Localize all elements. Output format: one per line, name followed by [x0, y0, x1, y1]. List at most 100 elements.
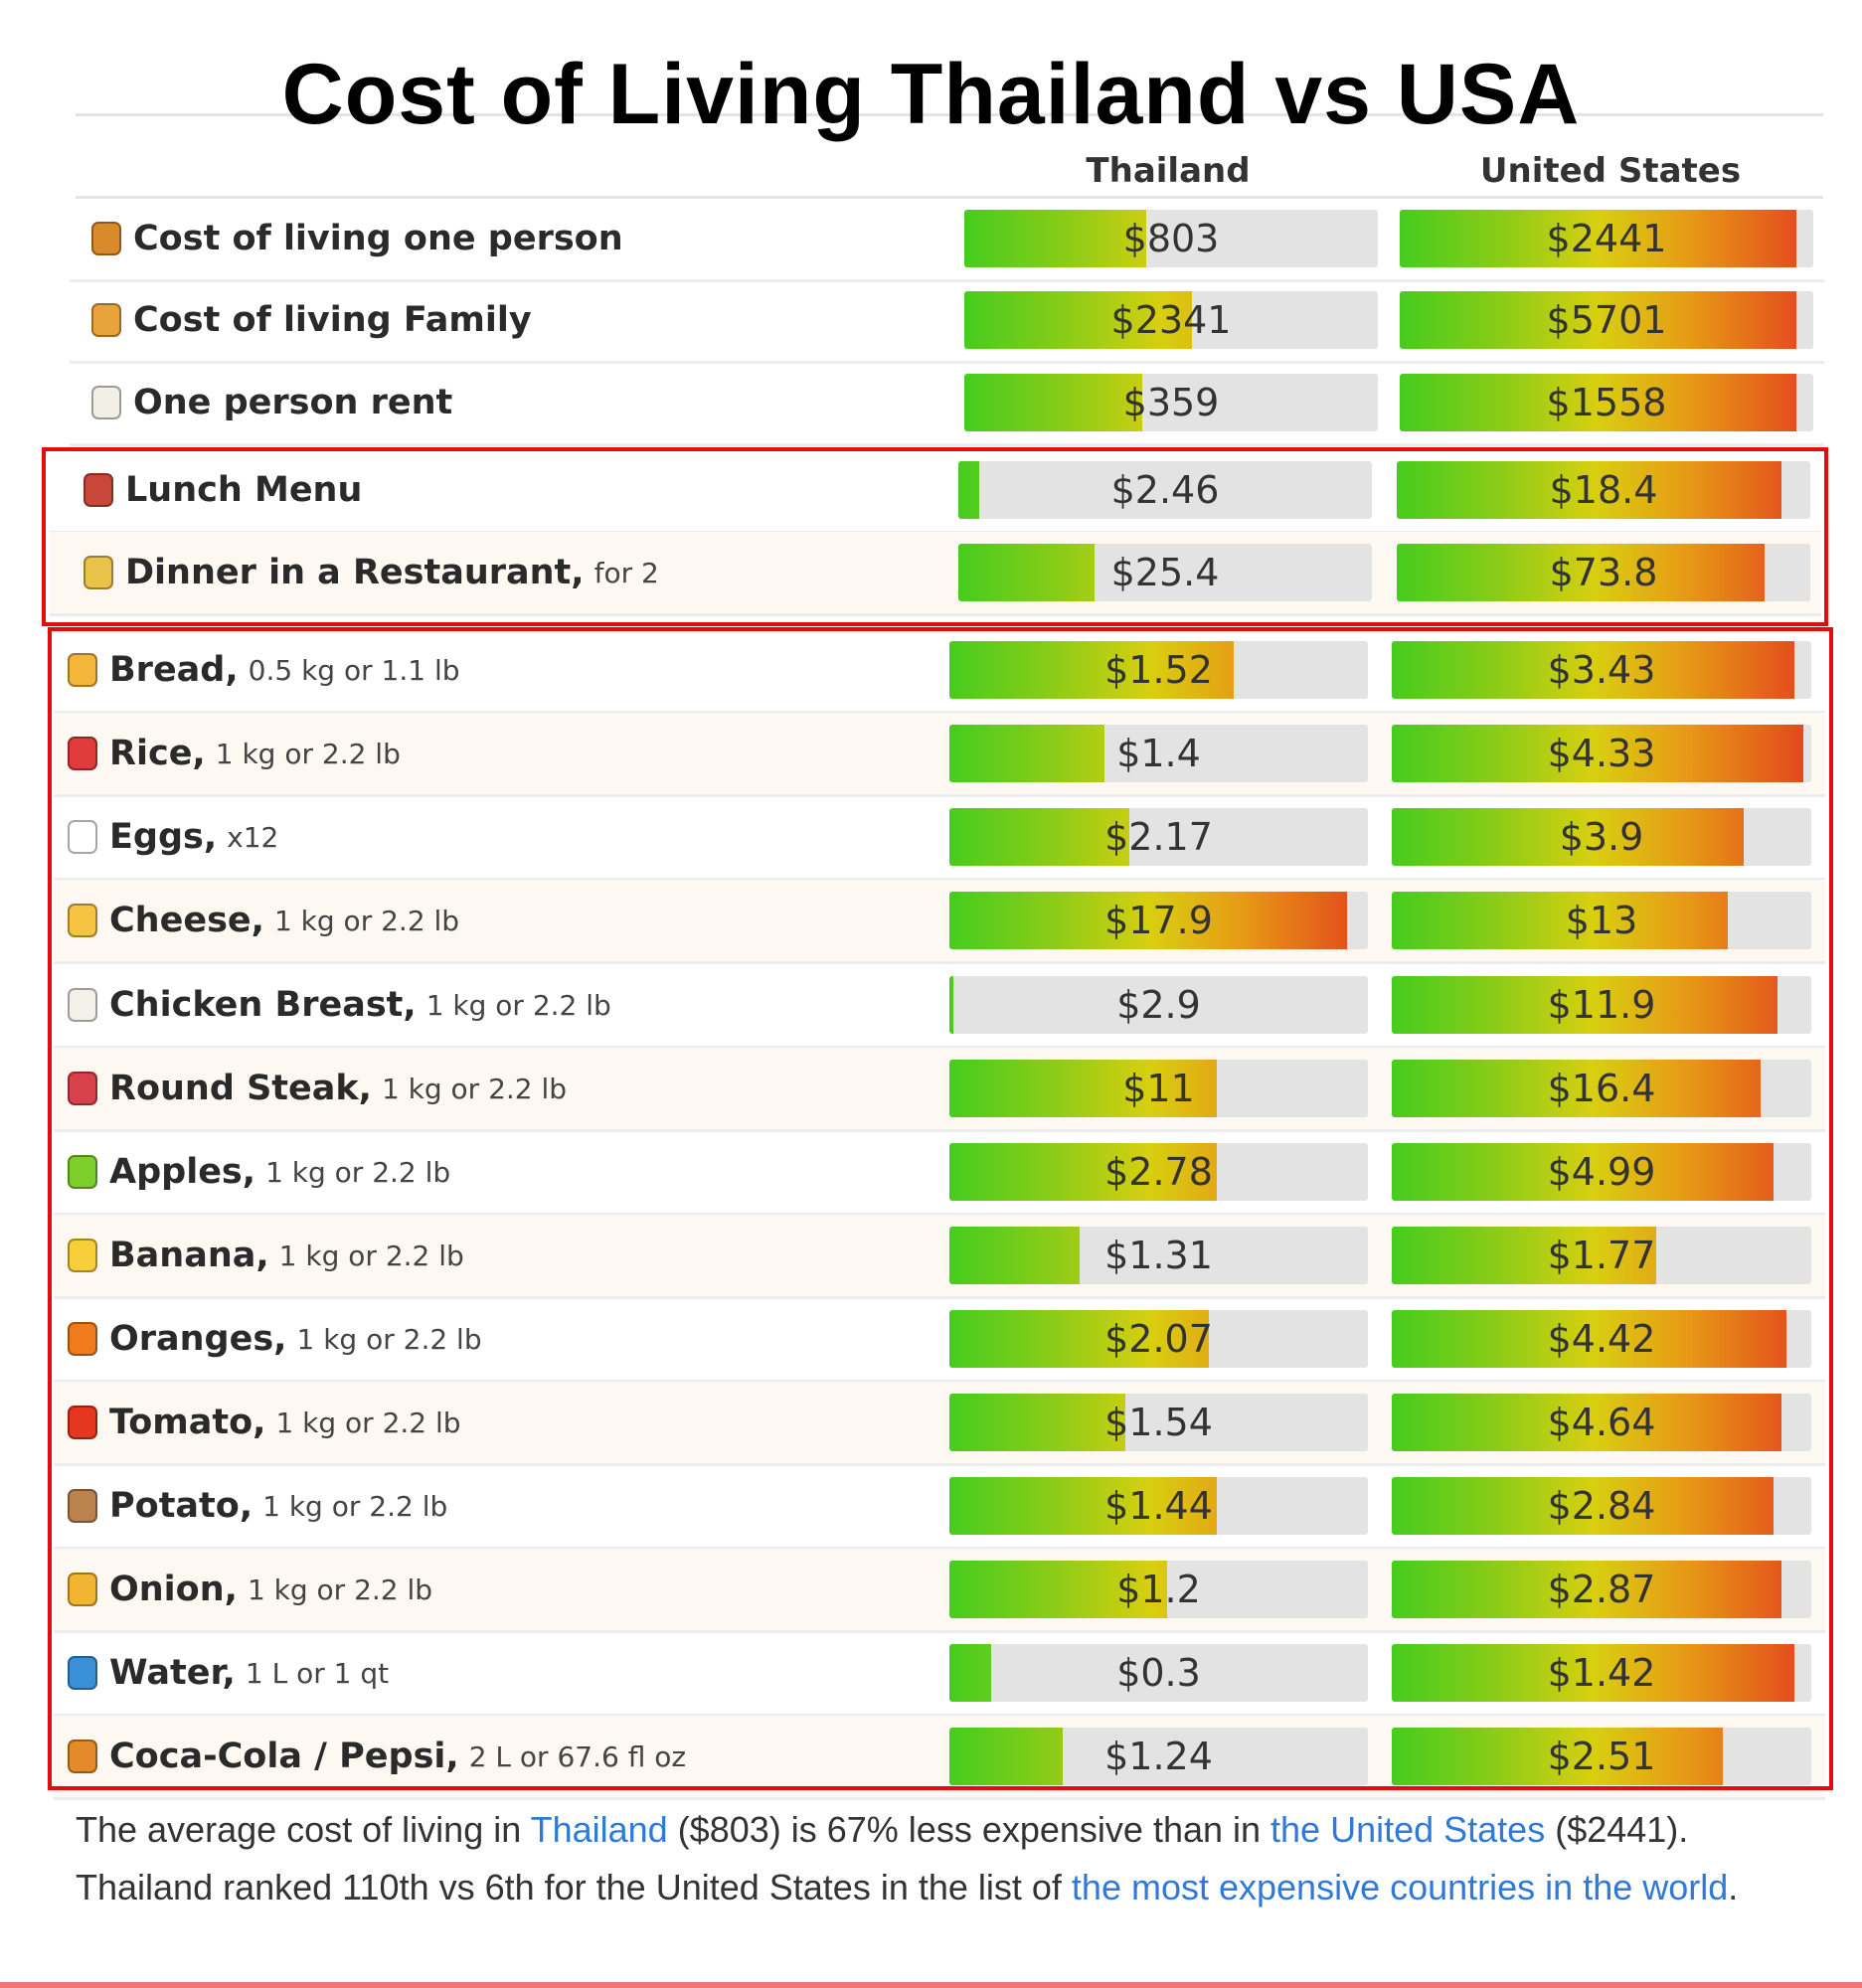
- item-unit: 2 L or 67.6 fl oz: [468, 1740, 687, 1773]
- house-icon: [91, 386, 121, 419]
- value-thailand: $2.9: [1116, 983, 1201, 1027]
- row-label: Lunch Menu: [84, 449, 372, 531]
- bar-united-states: [1392, 1728, 1724, 1785]
- bar-thailand: [949, 1394, 1125, 1451]
- bar-united-states: [1392, 1060, 1762, 1117]
- value-thailand: $2.78: [1104, 1150, 1213, 1194]
- item-name: Rice,: [109, 734, 206, 773]
- row-label: Banana, 1 kg or 2.2 lb: [68, 1215, 464, 1296]
- bar-thailand: [949, 1728, 1063, 1785]
- value-united-states: $4.33: [1547, 732, 1656, 775]
- value-thailand: $2.17: [1104, 815, 1213, 859]
- item-name: One person rent: [133, 383, 453, 422]
- bar-thailand: [949, 1477, 1218, 1535]
- item-unit: 0.5 kg or 1.1 lb: [248, 653, 460, 687]
- table-row: Banana, 1 kg or 2.2 lb $1.31 $1.77: [54, 1215, 1825, 1299]
- family-icon: [91, 303, 121, 337]
- link-most-expensive-countries[interactable]: the most expensive countries in the worl…: [1071, 1867, 1729, 1907]
- bar-track-united-states: $2.51: [1392, 1728, 1811, 1785]
- bar-thailand: [958, 461, 979, 519]
- item-unit: x12: [227, 820, 279, 854]
- item-name: Apples,: [109, 1152, 256, 1192]
- bar-track-thailand: $2.17: [949, 808, 1368, 866]
- bar-track-united-states: $11.9: [1392, 976, 1811, 1034]
- item-name: Water,: [109, 1653, 236, 1693]
- table-row: Coca-Cola / Pepsi, 2 L or 67.6 fl oz $1.…: [54, 1716, 1825, 1800]
- row-label: Tomato, 1 kg or 2.2 lb: [68, 1382, 461, 1463]
- bar-track-united-states: $18.4: [1397, 461, 1810, 519]
- row-label: Water, 1 L or 1 qt: [68, 1632, 389, 1714]
- table-row: Potato, 1 kg or 2.2 lb $1.44 $2.84: [54, 1465, 1825, 1550]
- bar-united-states: [1392, 1477, 1775, 1535]
- summary-paragraph: The average cost of living in Thailand (…: [76, 1801, 1766, 1916]
- bar-thailand: [949, 1310, 1210, 1368]
- bar-thailand: [964, 374, 1142, 431]
- value-thailand: $1.54: [1104, 1401, 1213, 1444]
- highlight-box-restaurants: [42, 447, 1828, 626]
- table-row: Rice, 1 kg or 2.2 lb $1.4 $4.33: [54, 713, 1825, 797]
- bar-united-states: [1392, 976, 1778, 1034]
- highlight-box-groceries: [48, 627, 1833, 1790]
- summary-text: ($803) is 67% less expensive than in: [667, 1809, 1271, 1850]
- bar-track-united-states: $4.64: [1392, 1394, 1811, 1451]
- bar-track-thailand: $0.3: [949, 1644, 1368, 1702]
- value-thailand: $1.24: [1104, 1735, 1213, 1778]
- item-unit: for 2: [593, 556, 659, 589]
- row-label: Eggs, x12: [68, 796, 278, 878]
- item-name: Chicken Breast,: [109, 985, 417, 1025]
- item-unit: 1 kg or 2.2 lb: [278, 1239, 464, 1272]
- table-row: Oranges, 1 kg or 2.2 lb $2.07 $4.42: [54, 1298, 1825, 1383]
- bar-track-thailand: $1.4: [949, 725, 1368, 782]
- bar-track-thailand: $1.52: [949, 641, 1368, 699]
- item-name: Cost of living Family: [133, 300, 532, 340]
- person-icon: [91, 222, 121, 255]
- bar-thailand: [949, 1227, 1080, 1284]
- value-thailand: $0.3: [1116, 1651, 1201, 1695]
- potato-icon: [68, 1489, 97, 1523]
- bar-track-thailand: $1.44: [949, 1477, 1368, 1535]
- bar-united-states: [1392, 1394, 1782, 1451]
- link-united-states[interactable]: the United States: [1270, 1809, 1546, 1850]
- bar-thailand: [949, 1060, 1218, 1117]
- bar-track-thailand: $803: [964, 210, 1378, 267]
- value-thailand: $1.31: [1104, 1234, 1213, 1277]
- bar-united-states: [1392, 1310, 1786, 1368]
- item-unit: 1 kg or 2.2 lb: [296, 1322, 482, 1356]
- value-thailand: $1.2: [1116, 1568, 1201, 1611]
- item-name: Banana,: [109, 1236, 269, 1275]
- value-thailand: $25.4: [1110, 551, 1220, 594]
- item-name: Cheese,: [109, 901, 264, 940]
- item-name: Bread,: [109, 650, 239, 690]
- bar-united-states: [1400, 374, 1797, 431]
- bar-track-united-states: $16.4: [1392, 1060, 1811, 1117]
- value-united-states: $18.4: [1549, 468, 1658, 512]
- green-apple-icon: [68, 1155, 97, 1189]
- item-unit: 1 kg or 2.2 lb: [262, 1489, 448, 1523]
- value-united-states: $2.87: [1547, 1568, 1656, 1611]
- bar-track-thailand: $1.2: [949, 1561, 1368, 1618]
- bar-united-states: [1400, 210, 1797, 267]
- bar-track-thailand: $2341: [964, 291, 1378, 349]
- item-unit: 1 L or 1 qt: [245, 1656, 390, 1690]
- value-thailand: $359: [1122, 381, 1220, 424]
- bar-track-united-states: $1558: [1400, 374, 1813, 431]
- bar-united-states: [1400, 291, 1797, 349]
- row-label: Cheese, 1 kg or 2.2 lb: [68, 880, 459, 961]
- column-header-thailand: Thailand: [1086, 151, 1251, 191]
- item-unit: 1 kg or 2.2 lb: [247, 1573, 433, 1606]
- item-unit: 1 kg or 2.2 lb: [215, 737, 401, 770]
- value-united-states: $13: [1565, 899, 1638, 942]
- item-name: Potato,: [109, 1486, 254, 1526]
- value-thailand: $1.4: [1116, 732, 1201, 775]
- tropical-drink-icon: [68, 1740, 97, 1773]
- item-name: Tomato,: [109, 1403, 266, 1442]
- bar-thailand: [949, 725, 1104, 782]
- link-thailand[interactable]: Thailand: [530, 1809, 668, 1850]
- row-label: Cost of living Family: [91, 279, 542, 361]
- bar-united-states: [1392, 1143, 1775, 1201]
- bar-thailand: [964, 210, 1147, 267]
- table-row: Onion, 1 kg or 2.2 lb $1.2 $2.87: [54, 1549, 1825, 1633]
- rice-bowl-icon: [68, 737, 97, 770]
- value-thailand: $2341: [1110, 298, 1232, 342]
- item-name: Onion,: [109, 1570, 238, 1609]
